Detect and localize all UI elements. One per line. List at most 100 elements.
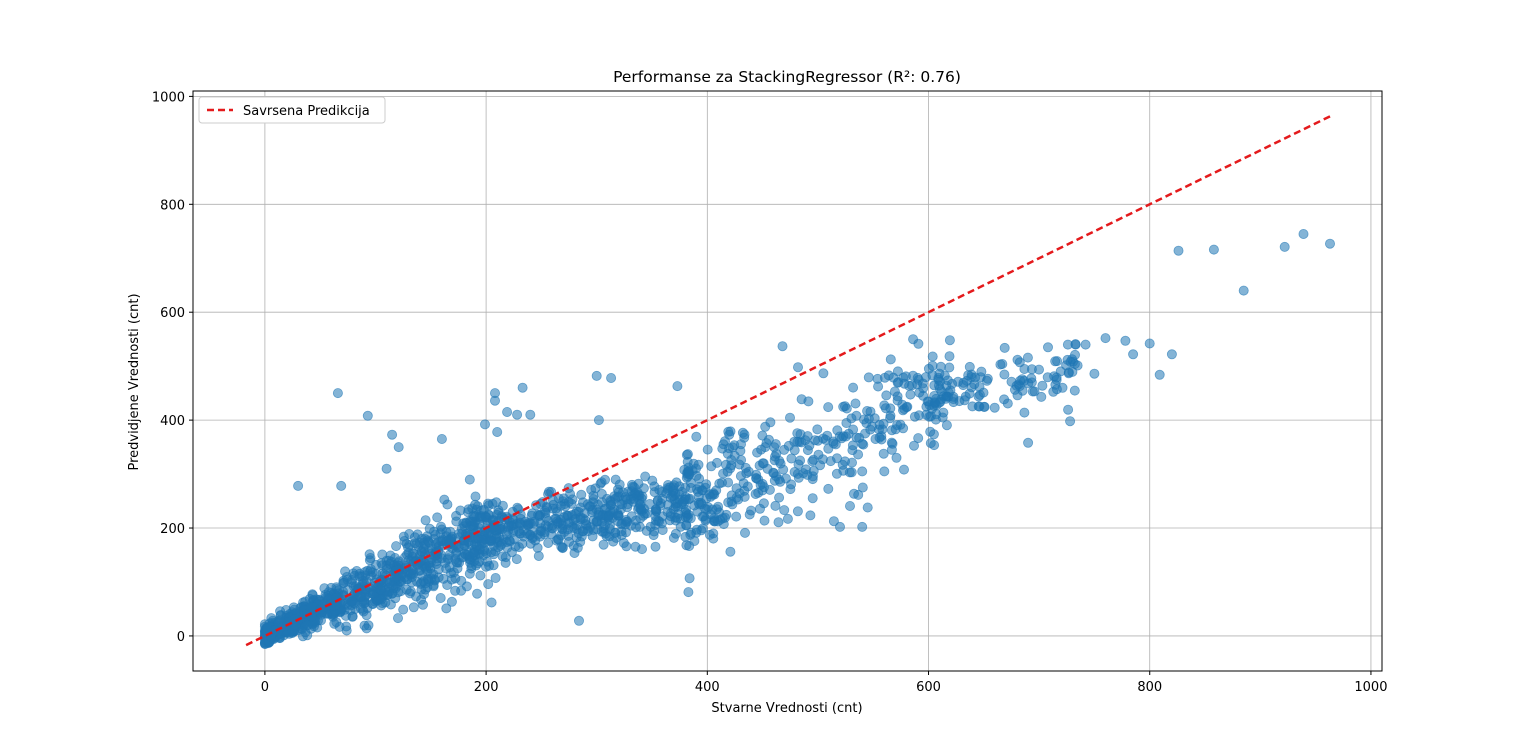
scatter-point xyxy=(944,351,955,362)
scatter-point xyxy=(517,382,528,393)
scatter-point xyxy=(435,593,446,604)
scatter-point xyxy=(789,445,800,456)
y-axis-label: Predvidjene Vrednosti (cnt) xyxy=(127,293,142,470)
chart-title: Performanse za StackingRegressor (R²: 0.… xyxy=(613,68,961,86)
scatter-point xyxy=(1051,384,1062,395)
scatter-point xyxy=(1012,354,1023,365)
scatter-point xyxy=(818,433,829,444)
scatter-point xyxy=(416,546,427,557)
scatter-point xyxy=(1279,241,1290,252)
scatter-point xyxy=(450,585,461,596)
y-tick-label: 600 xyxy=(160,306,185,321)
scatter-point xyxy=(486,597,497,608)
scatter-point xyxy=(1006,376,1017,387)
scatter-point xyxy=(757,458,768,469)
scatter-point xyxy=(999,342,1010,353)
scatter-point xyxy=(603,511,614,522)
scatter-point xyxy=(1120,335,1131,346)
scatter-point xyxy=(846,467,857,478)
scatter-point xyxy=(615,499,626,510)
scatter-point xyxy=(905,389,916,400)
scatter-point xyxy=(492,426,503,437)
scatter-point xyxy=(585,501,596,512)
scatter-point xyxy=(948,397,959,408)
scatter-point xyxy=(774,455,785,466)
scatter-point xyxy=(340,566,351,577)
scatter-point xyxy=(731,511,742,522)
scatter-point xyxy=(361,610,372,621)
scatter-point xyxy=(726,490,737,501)
scatter-point xyxy=(631,522,642,533)
scatter-point xyxy=(489,395,500,406)
scatter-point xyxy=(482,498,493,509)
scatter-point xyxy=(567,510,578,521)
scatter-point xyxy=(533,551,544,562)
scatter-point xyxy=(442,554,453,565)
scatter-point xyxy=(847,457,858,468)
scatter-point xyxy=(461,581,472,592)
scatter-point xyxy=(512,409,523,420)
scatter-point xyxy=(502,406,513,417)
scatter-point xyxy=(717,477,728,488)
scatter-point xyxy=(425,568,436,579)
scatter-point xyxy=(411,591,422,602)
legend-label: Savrsena Predikcija xyxy=(243,104,370,119)
scatter-point xyxy=(543,538,554,549)
scatter-point xyxy=(912,372,923,383)
scatter-point xyxy=(493,523,504,534)
scatter-point xyxy=(999,369,1010,380)
scatter-point xyxy=(648,530,659,541)
scatter-point xyxy=(718,519,729,530)
scatter-point xyxy=(751,469,762,480)
scatter-point xyxy=(725,463,736,474)
scatter-point xyxy=(892,391,903,402)
scatter-point xyxy=(823,483,834,494)
scatter-point xyxy=(818,368,829,379)
scatter-point xyxy=(881,390,892,401)
scatter-point xyxy=(1019,407,1030,418)
scatter-point xyxy=(448,567,459,578)
scatter-point xyxy=(569,523,580,534)
legend: Savrsena Predikcija xyxy=(198,96,386,124)
scatter-point xyxy=(929,440,940,451)
scatter-point xyxy=(290,620,301,631)
scatter-point xyxy=(508,534,519,545)
scatter-point xyxy=(365,566,376,577)
scatter-point xyxy=(1019,363,1030,374)
scatter-point xyxy=(490,573,501,584)
scatter-point xyxy=(1128,349,1139,360)
scatter-point xyxy=(472,588,483,599)
scatter-point xyxy=(805,510,816,521)
scatter-point xyxy=(575,536,586,547)
scatter-point xyxy=(364,549,375,560)
scatter-point xyxy=(650,504,661,515)
scatter-point xyxy=(525,518,536,529)
scatter-point xyxy=(591,370,602,381)
scatter-point xyxy=(470,491,481,502)
scatter-point xyxy=(828,516,839,527)
scatter-point xyxy=(780,473,791,484)
scatter-point xyxy=(976,366,987,377)
scatter-point xyxy=(654,484,665,495)
scatter-point xyxy=(391,541,402,552)
scatter-point xyxy=(446,596,457,607)
scatter-point xyxy=(289,604,300,615)
scatter-point xyxy=(302,620,313,631)
scatter-point xyxy=(1062,339,1073,350)
scatter-point xyxy=(897,399,908,410)
scatter-point xyxy=(451,516,462,527)
x-tick-label: 600 xyxy=(916,680,941,695)
scatter-point xyxy=(899,378,910,389)
scatter-point xyxy=(518,531,529,542)
scatter-point xyxy=(408,602,419,613)
scatter-point xyxy=(630,541,641,552)
scatter-point xyxy=(464,474,475,485)
scatter-point xyxy=(593,415,604,426)
scatter-point xyxy=(574,615,585,626)
scatter-point xyxy=(863,372,874,383)
scatter-point xyxy=(680,491,691,502)
scatter-point xyxy=(835,521,846,532)
scatter-point xyxy=(853,489,864,500)
scatter-point xyxy=(786,453,797,464)
